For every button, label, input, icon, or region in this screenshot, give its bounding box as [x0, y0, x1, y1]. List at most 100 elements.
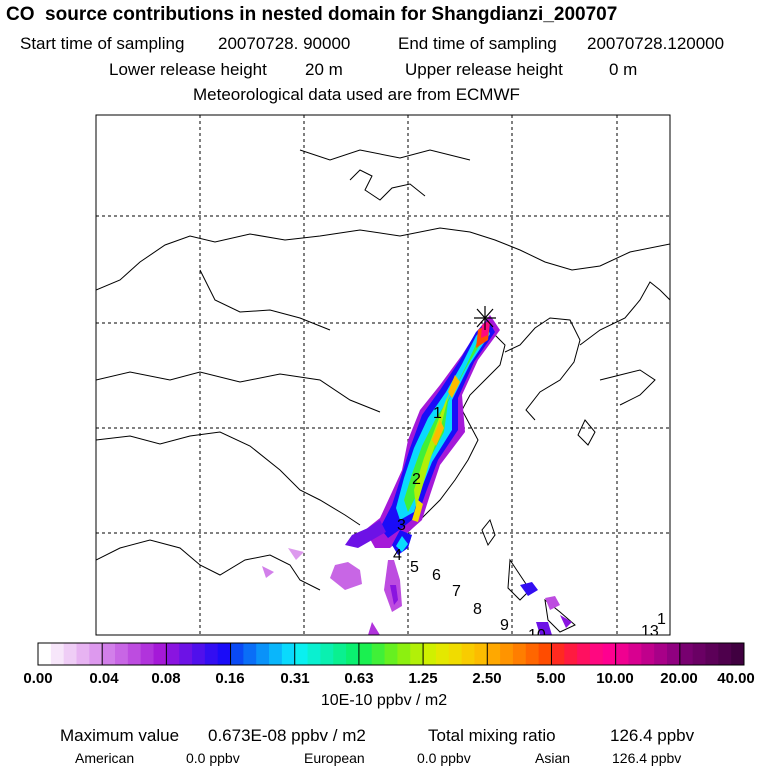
colorbar-units: 10E-10 ppbv / m2 [320, 692, 448, 709]
coastlines [96, 149, 670, 633]
colorbar-swatch [333, 643, 347, 665]
chart-title: CO source contributions in nested domain… [6, 4, 618, 25]
colorbar-swatch [384, 643, 398, 665]
colorbar-swatch [731, 643, 745, 665]
american-label: American [75, 750, 135, 766]
traj-marker-4: 4 [393, 547, 402, 564]
colorbar-swatch [692, 643, 706, 665]
colorbar-swatch [371, 643, 385, 665]
colorbar-swatch [615, 643, 629, 665]
colorbar-tick: 20.00 [660, 670, 698, 687]
colorbar-swatch [628, 643, 642, 665]
trajectory-markers: 1 2 3 4 5 6 7 8 9 10 13 1 [393, 405, 666, 644]
colorbar-swatch [89, 643, 103, 665]
colorbar-tick: 2.50 [472, 670, 502, 687]
colorbar-swatch [525, 643, 540, 665]
colorbar-tick: 1.25 [408, 670, 438, 687]
colorbar-swatch [589, 643, 604, 665]
colorbar-swatch [192, 643, 206, 665]
colorbar-swatch [487, 643, 501, 665]
asian-value: 126.4 ppbv [612, 750, 682, 766]
colorbar-swatch [50, 643, 65, 665]
traj-marker-3: 3 [397, 517, 406, 534]
colorbar-swatch [679, 643, 694, 665]
european-value: 0.0 ppbv [417, 750, 471, 766]
colorbar-swatch [654, 643, 668, 665]
colorbar-swatch [281, 643, 296, 665]
lower-height-value: 20 m [305, 60, 343, 79]
colorbar-swatch [474, 643, 488, 665]
traj-marker-8: 8 [473, 601, 482, 618]
colorbar-tick: 10.00 [596, 670, 634, 687]
colorbar-swatch [166, 643, 180, 665]
colorbar-swatch [127, 643, 142, 665]
colorbar-tick: 0.08 [151, 670, 181, 687]
colorbar-swatch [551, 643, 565, 665]
colorbar-swatch [346, 643, 360, 665]
total-mixing-value: 126.4 ppbv [610, 726, 695, 745]
colorbar-swatch [358, 643, 373, 665]
colorbar-swatch [204, 643, 219, 665]
colorbar-swatch [397, 643, 411, 665]
upper-height-value: 0 m [609, 60, 638, 79]
traj-marker-13: 13 [641, 623, 659, 640]
colorbar-tick: 0.16 [215, 670, 245, 687]
colorbar-swatch [38, 643, 52, 665]
end-time-label: End time of sampling [398, 34, 557, 53]
traj-marker-9: 9 [500, 617, 509, 634]
colorbar-swatch [538, 643, 552, 665]
map-frame [95, 114, 671, 636]
colorbar-swatch [448, 643, 462, 665]
colorbar-tick: 0.63 [344, 670, 374, 687]
colorbar-tick: 0.04 [89, 670, 119, 687]
lower-height-label: Lower release height [109, 60, 267, 79]
traj-marker-14: 1 [657, 611, 666, 628]
traj-marker-2: 2 [412, 471, 421, 488]
station-marker-icon [474, 306, 496, 330]
colorbar-swatch [230, 643, 244, 665]
colorbar-swatch [320, 643, 334, 665]
colorbar-swatch [564, 643, 578, 665]
colorbar-swatch [602, 643, 617, 665]
colorbar-swatch [76, 643, 90, 665]
colorbar-swatch [115, 643, 129, 665]
co-footprint [262, 315, 572, 635]
colorbar-tick: 40.00 [717, 670, 755, 687]
traj-marker-6: 6 [432, 567, 441, 584]
colorbar-swatch [512, 643, 527, 665]
colorbar-frame [37, 642, 745, 666]
met-data-note: Meteorological data used are from ECMWF [193, 85, 520, 104]
traj-marker-10: 10 [528, 627, 546, 644]
colorbar-swatch [705, 643, 719, 665]
colorbar-swatch [294, 643, 308, 665]
colorbar-swatch [63, 643, 77, 665]
colorbar-swatch [256, 643, 270, 665]
colorbar-swatch [461, 643, 475, 665]
max-value-label: Maximum value [60, 726, 180, 745]
colorbar-swatch [410, 643, 424, 665]
map-area: 1 2 3 4 5 6 7 8 9 10 13 1 [96, 115, 670, 644]
colorbar-swatch [718, 643, 732, 665]
max-value: 0.673E-08 ppbv / m2 [208, 726, 366, 745]
end-time-value: 20070728.120000 [587, 34, 725, 53]
start-time-value: 20070728. 90000 [218, 34, 351, 53]
traj-marker-1: 1 [433, 405, 442, 422]
upper-height-label: Upper release height [405, 60, 563, 79]
colorbar-swatch [217, 643, 231, 665]
colorbar-swatch [102, 643, 116, 665]
colorbar-swatch [153, 643, 167, 665]
colorbar-tick: 0.00 [23, 670, 53, 687]
colorbar-tick: 5.00 [536, 670, 566, 687]
european-label: European [304, 750, 365, 766]
start-time-label: Start time of sampling [20, 34, 185, 53]
colorbar-swatch [423, 643, 437, 665]
colorbar-swatch [140, 643, 154, 665]
traj-marker-5: 5 [410, 559, 419, 576]
colorbar-swatch [666, 643, 681, 665]
colorbar-swatch [269, 643, 283, 665]
colorbar-swatch [307, 643, 321, 665]
gridlines [96, 115, 670, 635]
total-mixing-label: Total mixing ratio [428, 726, 556, 745]
asian-label: Asian [535, 750, 571, 766]
